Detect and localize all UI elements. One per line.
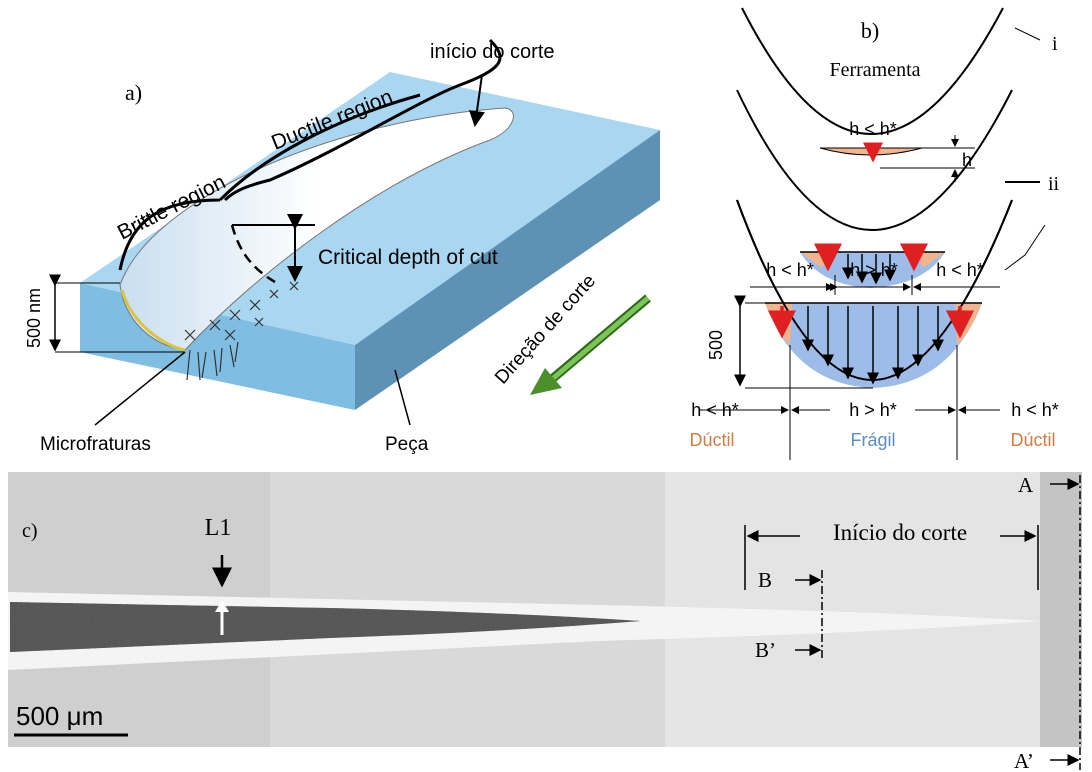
region: [1040, 472, 1082, 747]
label: Dúctil: [1010, 430, 1055, 450]
label: i: [1052, 33, 1058, 55]
line: [395, 370, 410, 425]
label: h: [962, 150, 972, 170]
label: B: [758, 568, 772, 592]
label: ii: [1048, 173, 1060, 195]
label: Ferramenta: [829, 59, 920, 81]
label: h < h*: [936, 260, 984, 280]
figure: a) início do corte Ductile region Brittl…: [0, 0, 1092, 772]
label: Peça: [385, 434, 429, 455]
label: c): [22, 520, 38, 542]
label: 500 μm: [16, 701, 103, 731]
shape: [820, 148, 922, 155]
shape: [1005, 225, 1045, 270]
label: Critical depth of cut: [318, 246, 498, 269]
label: h < h*: [1011, 400, 1059, 420]
label: L1: [205, 515, 232, 541]
label: h < h*: [849, 119, 897, 139]
label: a): [125, 80, 142, 105]
label: Frágil: [850, 430, 895, 450]
label: Início do corte: [833, 520, 967, 545]
label: h < h*: [691, 400, 739, 420]
line: [1015, 28, 1040, 40]
label: B’: [755, 638, 776, 662]
panel-c: c) L1 Início do corte A A’ B B’ 500 μm: [8, 472, 1082, 772]
label: A’: [1014, 749, 1034, 772]
label: b): [861, 18, 879, 43]
label: 500 nm: [24, 288, 44, 348]
label: h > h*: [849, 400, 897, 420]
label: Dúctil: [689, 430, 734, 450]
panel-b: b) Ferramenta i ii h < h* h h < h* h > h…: [689, 8, 1059, 460]
label: 500: [706, 330, 726, 360]
label: Microfraturas: [40, 434, 151, 455]
label: início do corte: [430, 41, 555, 63]
label: A: [1018, 473, 1034, 497]
label: h < h*: [766, 260, 814, 280]
label: h > h*: [850, 260, 898, 280]
panel-a: a) início do corte Ductile region Brittl…: [24, 40, 660, 455]
